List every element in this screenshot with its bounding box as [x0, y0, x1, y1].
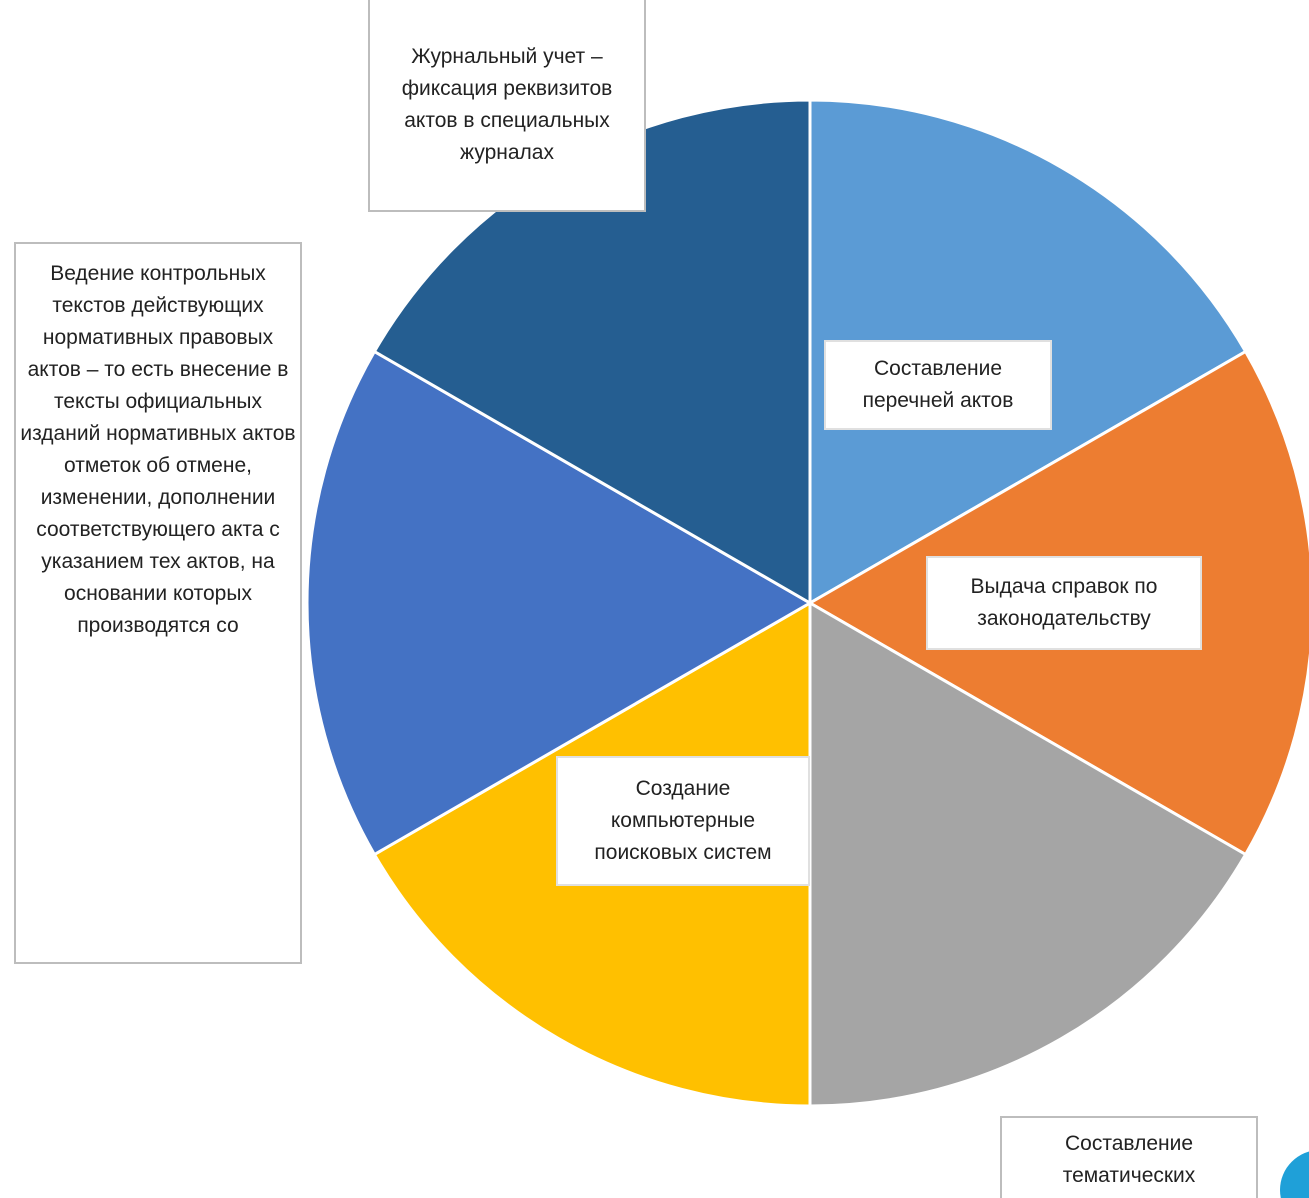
data-label-refs: Выдача справок по законодательству: [926, 556, 1202, 650]
data-label-control: Ведение контрольных текстов действующих …: [14, 242, 302, 964]
data-label-journal-text: Журнальный учет – фиксация реквизитов ак…: [401, 45, 613, 164]
data-label-lists: Составление перечней актов: [824, 340, 1052, 430]
data-label-control-text: Ведение контрольных текстов действующих …: [20, 262, 296, 637]
pie-slice-5: [305, 349, 814, 857]
data-label-journal: Журнальный учет – фиксация реквизитов ак…: [368, 0, 646, 212]
data-label-search-text: Создание компьютерные поисковых систем: [594, 777, 772, 864]
data-label-refs-text: Выдача справок по законодательству: [970, 575, 1158, 630]
data-label-lists-text: Составление перечней актов: [862, 357, 1014, 412]
pie-slice-3: [808, 600, 1248, 1108]
data-label-search: Создание компьютерные поисковых систем: [556, 756, 810, 886]
data-label-thematic: Составление тематических: [1000, 1116, 1258, 1198]
data-label-thematic-text: Составление тематических: [1062, 1132, 1196, 1187]
